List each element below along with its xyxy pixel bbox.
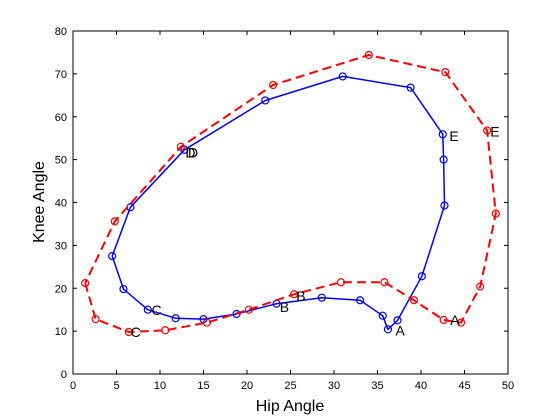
y-tick-label: 70 bbox=[55, 69, 67, 81]
x-tick-label: 5 bbox=[113, 380, 119, 392]
x-tick-label: 35 bbox=[371, 380, 383, 392]
series-0-point bbox=[356, 296, 365, 305]
plot-area bbox=[72, 30, 509, 375]
x-tick-label: 10 bbox=[154, 380, 166, 392]
series-1-point bbox=[124, 327, 133, 337]
point-label-c: C bbox=[131, 324, 141, 340]
y-tick-label: 0 bbox=[61, 369, 67, 381]
series-1-point bbox=[110, 217, 119, 226]
series-1-point bbox=[176, 142, 185, 151]
series-1-point bbox=[202, 318, 212, 327]
series-layer bbox=[81, 50, 500, 337]
series-0-point bbox=[440, 201, 449, 210]
point-label-d: D bbox=[188, 144, 198, 160]
x-tick-label: 30 bbox=[328, 380, 340, 392]
point-label-b: B bbox=[296, 288, 305, 304]
series-0-point bbox=[438, 130, 447, 139]
series-1-point bbox=[336, 278, 346, 287]
x-tick-label: 50 bbox=[502, 380, 514, 392]
series-1-point bbox=[380, 278, 389, 287]
point-label-a: A bbox=[450, 312, 460, 328]
series-0-point bbox=[439, 155, 448, 164]
x-axis-label: Hip Angle bbox=[256, 398, 325, 415]
series-0-point bbox=[232, 309, 241, 319]
y-axis-ticks: 0 10 20 30 40 50 60 70 80 bbox=[55, 26, 508, 381]
point-label-d: D bbox=[185, 144, 195, 160]
x-tick-label: 25 bbox=[284, 380, 296, 392]
series-0-point bbox=[383, 325, 393, 334]
series-0-point bbox=[119, 285, 128, 294]
y-tick-label: 50 bbox=[55, 155, 67, 167]
series-0-point bbox=[317, 293, 326, 302]
series-1-point bbox=[476, 282, 485, 291]
x-tick-label: 15 bbox=[197, 380, 209, 392]
series-0-point bbox=[393, 316, 402, 325]
series-0-point bbox=[406, 83, 415, 92]
series-1-point bbox=[409, 296, 419, 305]
series-1-point bbox=[364, 50, 373, 60]
series-1-point bbox=[91, 315, 100, 324]
series-1-point bbox=[269, 80, 278, 90]
series-1-point bbox=[244, 305, 253, 314]
x-axis-ticks: 0 5 10 15 20 25 30 35 40 45 50 bbox=[70, 31, 514, 392]
series-1-point bbox=[441, 68, 450, 77]
series-1-point bbox=[483, 126, 492, 135]
solid-blue-series-line bbox=[111, 75, 446, 331]
series-1-point bbox=[161, 326, 170, 335]
series-1-point bbox=[491, 209, 500, 218]
x-tick-label: 0 bbox=[70, 380, 76, 392]
y-tick-label: 40 bbox=[55, 198, 67, 210]
series-0-point bbox=[378, 311, 387, 320]
series-0-point bbox=[108, 251, 117, 261]
series-1-point bbox=[289, 290, 299, 299]
series-1-point bbox=[456, 318, 466, 327]
y-tick-label: 30 bbox=[55, 240, 67, 252]
series-0-point bbox=[143, 305, 152, 314]
point-label-e: E bbox=[490, 123, 499, 139]
point-label-a: A bbox=[395, 322, 405, 338]
x-tick-label: 20 bbox=[241, 380, 253, 392]
y-tick-label: 80 bbox=[55, 26, 67, 38]
x-tick-label: 45 bbox=[458, 380, 470, 392]
y-tick-label: 20 bbox=[55, 283, 67, 295]
series-0-point bbox=[338, 72, 347, 81]
series-1-point bbox=[81, 279, 90, 288]
y-axis-label: Knee Angle bbox=[31, 161, 48, 243]
series-0-point bbox=[261, 96, 270, 105]
point-label-b: B bbox=[280, 299, 289, 315]
x-tick-label: 40 bbox=[415, 380, 427, 392]
point-label-e: E bbox=[449, 128, 458, 144]
point-label-c: C bbox=[151, 302, 161, 318]
series-0-point bbox=[171, 314, 180, 323]
series-1-point bbox=[439, 315, 448, 325]
y-tick-label: 10 bbox=[55, 326, 67, 338]
series-0-point bbox=[417, 272, 426, 281]
y-tick-label: 60 bbox=[55, 112, 67, 124]
